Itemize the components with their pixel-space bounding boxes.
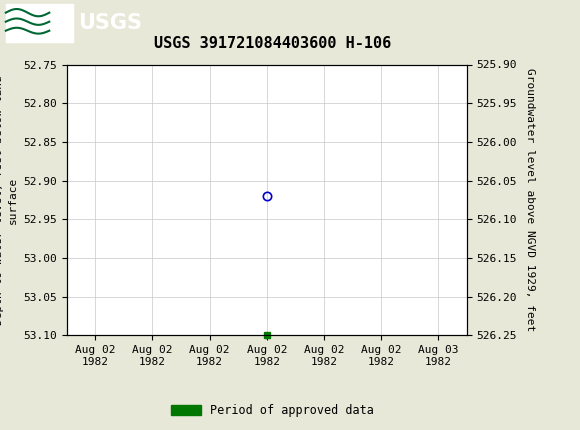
Y-axis label: Groundwater level above NGVD 1929, feet: Groundwater level above NGVD 1929, feet (525, 68, 535, 332)
Legend: Period of approved data: Period of approved data (166, 399, 379, 422)
Text: USGS 391721084403600 H-106: USGS 391721084403600 H-106 (154, 36, 392, 51)
Text: USGS: USGS (78, 12, 142, 33)
Y-axis label: Depth to water level, feet below land
surface: Depth to water level, feet below land su… (0, 75, 17, 325)
FancyBboxPatch shape (6, 3, 72, 42)
